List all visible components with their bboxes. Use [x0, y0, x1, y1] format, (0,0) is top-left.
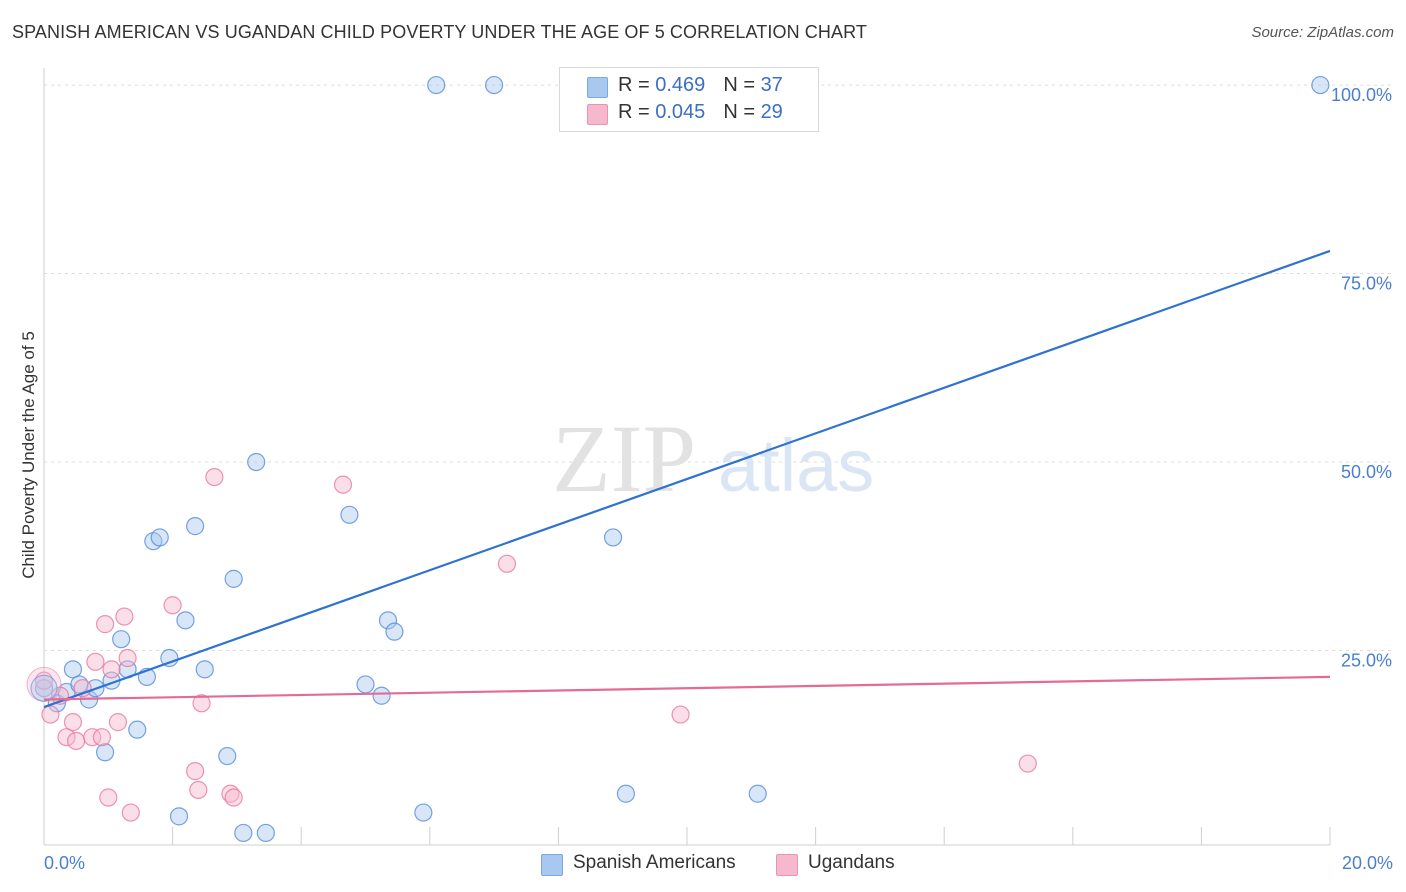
point-spanish-americans	[603, 528, 623, 547]
bottom-legend-swatch-blue	[541, 854, 563, 876]
y-axis-label: Child Poverty Under the Age of 5	[19, 331, 38, 579]
point-ugandans	[224, 788, 243, 807]
point-ugandans	[671, 705, 690, 724]
point-ugandans	[102, 660, 121, 679]
point-ugandans	[186, 762, 205, 781]
point-spanish-americans	[234, 823, 253, 843]
point-ugandans	[34, 671, 54, 690]
point-spanish-americans	[218, 746, 237, 766]
n-label: N =	[723, 101, 761, 123]
n-value: 29	[760, 101, 783, 123]
legend-stats: R = 0.469 N = 37	[618, 74, 783, 97]
x-tick-label: 0.0%	[44, 853, 85, 873]
point-spanish-americans	[34, 679, 54, 698]
y-tick-label: 75.0%	[1341, 274, 1392, 294]
bottom-legend-label: Ugandans	[808, 852, 895, 873]
point-ugandans	[83, 728, 102, 747]
y-tick-label: 25.0%	[1341, 650, 1392, 670]
point-ugandans	[57, 728, 76, 747]
bottom-legend-swatch-pink	[776, 854, 798, 876]
trend-lines	[43, 249, 1331, 709]
point-ugandans	[163, 596, 182, 615]
point-spanish-americans	[748, 784, 767, 803]
legend-swatch-pink	[587, 104, 608, 125]
point-spanish-americans	[128, 720, 147, 739]
point-spanish-americans	[160, 648, 179, 668]
legend-row-ugandans: R = 0.045 N = 29	[560, 101, 818, 127]
point-spanish-americans	[385, 622, 404, 641]
point-ugandans	[189, 780, 208, 800]
point-spanish-americans	[356, 675, 375, 694]
point-spanish-americans	[616, 784, 636, 803]
point-ugandans	[497, 554, 517, 573]
point-ugandans	[115, 607, 134, 626]
trendline-ugandans	[43, 675, 1331, 701]
point-ugandans	[118, 648, 137, 668]
point-spanish-americans	[427, 75, 446, 95]
point-spanish-americans	[95, 743, 115, 762]
bottom-legend-label: Spanish Americans	[573, 852, 736, 873]
point-spanish-americans	[378, 611, 398, 630]
point-ugandans	[192, 694, 211, 713]
r-value: 0.469	[655, 74, 706, 96]
legend-swatch-blue	[587, 77, 608, 98]
point-spanish-americans	[112, 630, 131, 649]
point-spanish-americans	[63, 660, 83, 679]
point-ugandans	[99, 788, 118, 807]
point-spanish-americans	[340, 505, 359, 524]
n-label: N =	[723, 74, 761, 96]
point-ugandans	[1018, 754, 1037, 773]
watermark: ZIP atlas	[552, 405, 874, 512]
legend-stats: R = 0.045 N = 29	[618, 101, 783, 124]
source-credit: Source: ZipAtlas.com	[1251, 24, 1394, 41]
point-ugandans	[333, 475, 353, 494]
r-value: 0.045	[655, 101, 706, 123]
point-ugandans	[86, 652, 105, 671]
point-ugandans	[92, 728, 111, 747]
point-spanish-americans	[247, 452, 266, 472]
point-ugandans	[108, 713, 128, 732]
point-ugandans	[121, 803, 140, 822]
point-ugandans	[67, 731, 86, 751]
point-spanish-americans	[195, 660, 214, 679]
point-spanish-americans	[169, 807, 189, 826]
y-tick-label: 100.0%	[1331, 85, 1392, 105]
point-spanish-americans	[485, 75, 504, 95]
tick-labels: 25.0% 50.0% 75.0% 100.0% 0.0% 20.0%	[44, 85, 1393, 873]
point-spanish-americans	[150, 528, 169, 547]
n-value: 37	[760, 74, 783, 96]
point-spanish-americans	[414, 803, 433, 822]
point-ugandans	[205, 468, 224, 487]
y-axis-label-group: Child Poverty Under the Age of 5	[19, 331, 38, 579]
point-spanish-americans	[372, 686, 391, 705]
point-spanish-americans	[256, 823, 275, 843]
point-spanish-americans	[186, 517, 205, 536]
axes	[43, 68, 1331, 846]
chart-title: SPANISH AMERICAN VS UGANDAN CHILD POVERT…	[12, 22, 867, 42]
watermark-zip: ZIP	[552, 405, 696, 512]
point-ugandans	[41, 705, 60, 724]
point-ugandans	[63, 713, 83, 732]
r-label: R =	[618, 74, 656, 96]
point-ugandans	[95, 615, 115, 634]
watermark-atlas: atlas	[718, 424, 874, 507]
gridlines	[44, 84, 1395, 651]
point-spanish-americans	[1311, 75, 1330, 95]
correlation-legend: R = 0.469 N = 37 R = 0.045 N = 29	[559, 67, 819, 132]
x-tick-label: 20.0%	[1342, 853, 1393, 873]
r-label: R =	[618, 101, 656, 123]
legend-row-spanish-americans: R = 0.469 N = 37	[560, 74, 818, 100]
trendline-spanish-americans	[43, 249, 1331, 709]
point-spanish-americans	[224, 569, 243, 588]
point-spanish-americans-cluster	[30, 674, 58, 702]
data-points	[26, 75, 1330, 843]
y-tick-label: 50.0%	[1341, 462, 1392, 482]
point-spanish-americans	[176, 611, 195, 630]
